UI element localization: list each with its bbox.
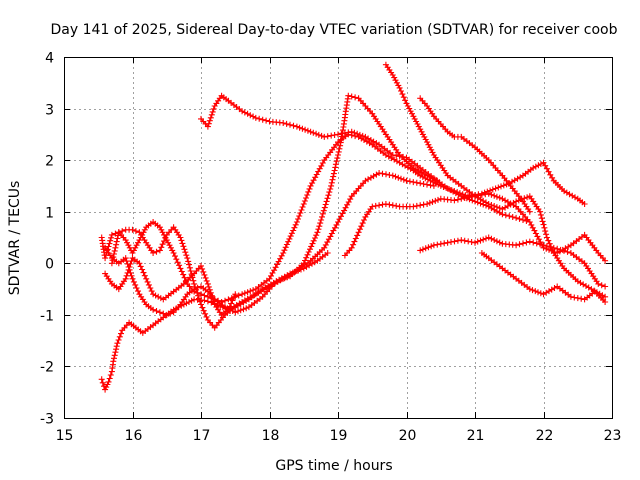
series-track-3 — [98, 92, 441, 331]
x-tick-labels: 15 16 17 18 19 20 21 22 23 — [56, 428, 622, 444]
x-tick-label: 16 — [125, 428, 143, 444]
series-track-11 — [478, 250, 609, 305]
chart-title: Day 141 of 2025, Sidereal Day-to-day VTE… — [51, 22, 618, 38]
series-track-5 — [102, 255, 239, 318]
y-tick-label: 0 — [45, 257, 54, 273]
y-tick-label: 2 — [45, 154, 54, 170]
y-tick-label: -3 — [40, 412, 54, 428]
x-tick-label: 21 — [467, 428, 485, 444]
series-markers — [478, 250, 609, 305]
series-line — [104, 257, 236, 316]
series-track-8 — [417, 95, 533, 215]
series-markers — [98, 92, 441, 331]
x-tick-label: 20 — [399, 428, 417, 444]
series-markers — [102, 255, 239, 318]
series-markers — [108, 131, 588, 305]
data-series — [98, 61, 609, 393]
x-tick-label: 17 — [193, 428, 211, 444]
series-track-10 — [417, 234, 609, 290]
y-tick-label: -2 — [40, 360, 54, 376]
y-tick-label: 3 — [45, 103, 54, 119]
x-tick-label: 19 — [330, 428, 348, 444]
axis-ticks — [64, 57, 613, 419]
series-track-4 — [102, 244, 331, 318]
series-markers — [198, 92, 530, 224]
x-axis-label: GPS time / hours — [275, 458, 392, 474]
series-track-6 — [108, 131, 588, 305]
y-tick-labels: -3 -2 -1 0 1 2 3 4 — [40, 51, 54, 428]
x-tick-label: 23 — [604, 428, 622, 444]
y-tick-label: 1 — [45, 206, 54, 222]
series-markers — [341, 190, 609, 264]
series-markers — [417, 234, 609, 290]
grid-lines — [64, 57, 612, 418]
y-tick-label: -1 — [40, 309, 54, 325]
series-track-2 — [198, 92, 530, 224]
series-markers — [417, 95, 533, 215]
y-tick-label: 4 — [45, 51, 54, 67]
x-tick-label: 15 — [56, 428, 74, 444]
x-tick-label: 18 — [262, 428, 280, 444]
x-tick-label: 22 — [536, 428, 554, 444]
y-axis-label: SDTVAR / TECUs — [7, 181, 23, 296]
series-markers — [382, 61, 609, 300]
